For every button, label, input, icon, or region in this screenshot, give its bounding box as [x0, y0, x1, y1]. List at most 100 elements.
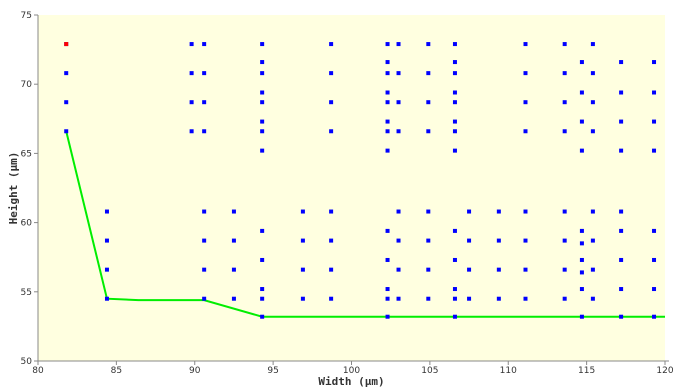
data-point	[104, 267, 109, 272]
data-point	[231, 238, 236, 243]
plot-area	[38, 15, 665, 361]
data-point	[329, 100, 334, 105]
data-point	[562, 296, 567, 301]
data-point	[426, 42, 431, 47]
data-point	[260, 296, 265, 301]
data-point	[329, 129, 334, 134]
data-point	[452, 148, 457, 153]
data-point	[562, 267, 567, 272]
data-point	[452, 296, 457, 301]
data-point	[579, 119, 584, 124]
data-point	[396, 238, 401, 243]
data-point	[260, 228, 265, 233]
data-point	[619, 209, 624, 214]
data-point	[202, 296, 207, 301]
data-point	[385, 148, 390, 153]
data-point	[467, 267, 472, 272]
data-point	[329, 296, 334, 301]
data-point	[329, 238, 334, 243]
y-tick-label: 75	[21, 11, 32, 21]
data-point	[260, 148, 265, 153]
data-point	[496, 296, 501, 301]
data-point	[590, 129, 595, 134]
axes: 80 85 90 95 100 105 110 115 120 50 55 60 65 70 75	[21, 11, 674, 376]
data-point	[467, 238, 472, 243]
data-point	[231, 296, 236, 301]
data-point	[652, 314, 657, 319]
data-point	[426, 238, 431, 243]
data-point	[619, 90, 624, 95]
data-point	[202, 267, 207, 272]
data-point	[496, 267, 501, 272]
data-point	[579, 60, 584, 65]
data-point	[202, 100, 207, 105]
data-point	[396, 209, 401, 214]
data-point	[619, 257, 624, 262]
data-point	[260, 129, 265, 134]
data-point	[579, 314, 584, 319]
data-point	[396, 71, 401, 76]
data-point	[619, 119, 624, 124]
data-point	[329, 71, 334, 76]
data-point	[562, 209, 567, 214]
y-tick-label: 50	[21, 357, 33, 367]
data-point	[189, 129, 194, 134]
data-point	[467, 209, 472, 214]
data-point	[619, 148, 624, 153]
data-point	[396, 296, 401, 301]
data-point	[496, 209, 501, 214]
data-point	[385, 129, 390, 134]
x-tick-label: 95	[267, 366, 278, 376]
data-point	[396, 129, 401, 134]
data-point	[619, 314, 624, 319]
data-point	[300, 296, 305, 301]
data-point	[579, 270, 584, 275]
data-point	[329, 267, 334, 272]
data-point	[426, 129, 431, 134]
data-point	[523, 42, 528, 47]
data-point	[523, 238, 528, 243]
data-point	[562, 129, 567, 134]
y-tick-label: 60	[21, 219, 33, 229]
data-point	[562, 238, 567, 243]
data-point	[231, 209, 236, 214]
data-point	[396, 267, 401, 272]
x-tick-label: 120	[656, 366, 673, 376]
data-point	[385, 100, 390, 105]
data-point	[452, 42, 457, 47]
data-point	[104, 209, 109, 214]
y-axis-title: Height (µm)	[7, 152, 20, 225]
data-point	[590, 238, 595, 243]
data-point	[496, 238, 501, 243]
data-point	[202, 129, 207, 134]
data-point	[189, 100, 194, 105]
data-point	[590, 209, 595, 214]
data-point	[260, 287, 265, 292]
data-point	[329, 209, 334, 214]
data-point	[590, 267, 595, 272]
data-point	[590, 100, 595, 105]
data-point	[260, 71, 265, 76]
data-point	[385, 90, 390, 95]
data-point	[619, 287, 624, 292]
data-point	[523, 296, 528, 301]
data-point	[385, 228, 390, 233]
frontier-layer	[65, 131, 665, 318]
x-tick-label: 105	[421, 366, 438, 376]
x-axis-title: Width (µm)	[318, 375, 384, 388]
data-point	[562, 100, 567, 105]
data-point	[452, 60, 457, 65]
data-point	[260, 119, 265, 124]
data-point	[452, 257, 457, 262]
x-tick-label: 90	[189, 366, 201, 376]
y-tick-label: 55	[21, 288, 32, 298]
data-point	[652, 148, 657, 153]
data-point	[452, 129, 457, 134]
data-point	[452, 287, 457, 292]
data-point	[452, 228, 457, 233]
data-point	[523, 267, 528, 272]
data-point	[385, 119, 390, 124]
data-point	[426, 100, 431, 105]
data-point	[579, 228, 584, 233]
